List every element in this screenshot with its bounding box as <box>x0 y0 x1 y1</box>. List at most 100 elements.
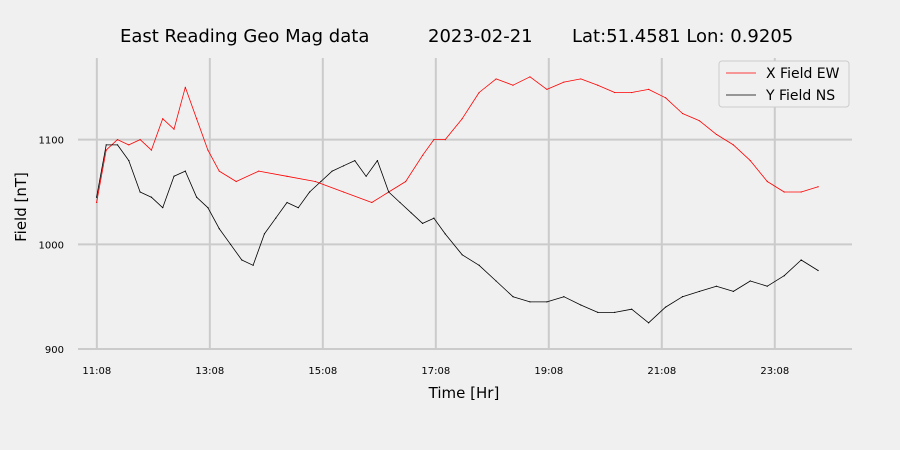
data-point <box>139 139 141 141</box>
chart-title-date: 2023-02-21 <box>428 26 533 47</box>
data-point <box>495 280 497 282</box>
data-point <box>286 175 288 177</box>
data-point <box>433 217 435 219</box>
data-point <box>354 159 356 162</box>
legend: X Field EW Y Field NS <box>718 60 850 108</box>
data-point <box>698 120 701 122</box>
data-point <box>314 180 316 183</box>
y-tick-label: 1100 <box>39 136 64 147</box>
data-point <box>444 233 446 235</box>
data-point <box>196 118 198 120</box>
data-point <box>715 133 718 136</box>
chart-title-station: East Reading Geo Mag data <box>120 26 369 47</box>
data-point <box>173 128 175 130</box>
data-point <box>444 139 446 141</box>
data-point <box>433 139 435 141</box>
series-line-1 <box>96 144 819 324</box>
data-point <box>96 196 98 198</box>
data-point <box>698 290 701 293</box>
x-tick-label: 15:08 <box>308 366 337 377</box>
y-tick-label: 900 <box>45 345 64 356</box>
data-point <box>800 191 802 193</box>
legend-box <box>718 60 850 108</box>
data-point <box>162 118 164 120</box>
data-point <box>258 170 260 172</box>
data-point <box>263 233 266 235</box>
data-point <box>422 222 424 224</box>
data-point <box>749 280 751 282</box>
x-tick-label: 21:08 <box>647 366 676 377</box>
data-point <box>715 285 718 287</box>
data-point <box>529 301 531 303</box>
ticks: 11:08 13:08 15:08 17:08 19:08 21:08 23:08 900 10… <box>39 136 790 377</box>
data-point <box>461 254 463 256</box>
data-point <box>235 180 237 183</box>
x-tick-label: 17:08 <box>421 366 450 377</box>
data-point <box>817 186 819 188</box>
data-point <box>96 201 98 204</box>
data-point <box>817 269 819 272</box>
data-point <box>331 170 333 172</box>
data-point <box>648 88 650 91</box>
data-point <box>422 154 424 156</box>
data-point <box>184 86 186 88</box>
data-point <box>664 97 667 99</box>
data-point <box>563 296 565 298</box>
data-point <box>128 159 130 162</box>
data-point <box>512 296 514 298</box>
data-point <box>405 180 407 183</box>
data-point <box>580 78 582 80</box>
data-point <box>342 165 345 167</box>
data-point <box>749 159 751 162</box>
data-point <box>184 170 186 172</box>
data-point <box>783 191 785 193</box>
x-tick-label: 23:08 <box>760 366 789 377</box>
data-point <box>597 311 599 313</box>
data-point <box>529 76 531 78</box>
data-point <box>286 201 288 204</box>
data-point <box>732 144 734 146</box>
data-point <box>196 196 198 198</box>
data-point <box>309 191 311 193</box>
grid <box>78 58 852 350</box>
data-point <box>478 91 480 94</box>
chart-title-location: Lat:51.4581 Lon: 0.9205 <box>572 26 793 47</box>
legend-label-x-field: X Field EW <box>766 66 840 82</box>
data-point <box>399 201 401 204</box>
data-point <box>371 201 373 204</box>
data-point <box>648 322 650 324</box>
data-point <box>162 207 164 209</box>
data-point <box>461 118 463 120</box>
data-point <box>800 259 802 261</box>
data-point <box>631 308 633 310</box>
y-tick-label: 1000 <box>39 240 64 251</box>
x-axis-label: Time [Hr] <box>428 384 500 402</box>
data-point <box>150 196 153 198</box>
data-point <box>116 144 119 146</box>
data-point <box>495 78 497 80</box>
x-tick-label: 19:08 <box>534 366 563 377</box>
data-point <box>207 207 209 209</box>
data-point <box>173 175 175 177</box>
data-point <box>410 212 412 214</box>
data-point <box>116 139 119 141</box>
data-point <box>218 170 220 172</box>
data-point <box>681 296 684 298</box>
data-point <box>128 144 130 146</box>
data-point <box>478 264 480 266</box>
data-point <box>376 159 379 162</box>
data-point <box>241 259 243 261</box>
data-point <box>105 149 107 151</box>
data-point <box>563 81 565 83</box>
data-point <box>681 112 684 115</box>
data-point <box>275 217 277 219</box>
data-point <box>546 88 548 91</box>
data-point <box>664 306 667 308</box>
data-point <box>229 243 232 245</box>
data-point <box>342 191 345 193</box>
y-axis-label: Field [nT] <box>12 172 30 242</box>
legend-label-y-field: Y Field NS <box>765 88 835 104</box>
data-point <box>297 207 299 209</box>
x-tick-label: 13:08 <box>195 366 224 377</box>
